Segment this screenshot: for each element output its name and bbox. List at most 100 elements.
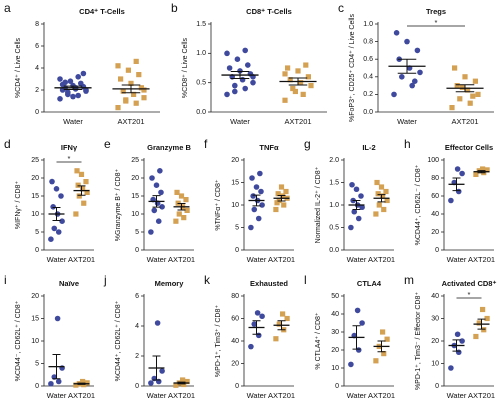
- data-point: [467, 100, 473, 106]
- y-tick-label: 0.8: [363, 38, 373, 45]
- data-point: [290, 85, 296, 92]
- data-point: [300, 91, 306, 97]
- y-tick-label: 60: [431, 193, 439, 200]
- data-point: [133, 100, 139, 106]
- data-point: [70, 93, 76, 100]
- data-point: [54, 315, 61, 322]
- y-tick-label: 15: [31, 193, 39, 200]
- x-tick-label: Water: [447, 255, 467, 264]
- panel-title: Exhausted: [250, 279, 288, 288]
- data-point: [159, 368, 165, 374]
- data-point: [151, 207, 158, 214]
- y-tick-label: 4: [35, 65, 39, 72]
- data-point: [249, 175, 255, 181]
- data-point: [275, 191, 281, 197]
- data-point: [62, 79, 69, 86]
- x-tick-label: Water: [247, 391, 267, 400]
- data-point: [73, 211, 79, 217]
- data-point: [454, 83, 460, 89]
- significance-mark: *: [435, 18, 438, 27]
- data-point: [237, 68, 243, 74]
- data-point: [297, 80, 304, 86]
- data-point: [183, 197, 189, 203]
- y-tick-label: 0.0: [329, 247, 339, 254]
- panel-label: j: [103, 273, 107, 287]
- data-point: [257, 170, 263, 177]
- data-point: [75, 74, 81, 80]
- data-point: [232, 88, 238, 95]
- y-tick-label: 20: [431, 338, 439, 345]
- data-point: [292, 88, 299, 95]
- y-tick-label: 5: [235, 224, 239, 231]
- panel-title: IFNγ: [61, 143, 78, 152]
- data-point: [65, 91, 71, 98]
- data-point: [125, 67, 132, 73]
- y-tick-label: 20: [431, 229, 439, 236]
- panel: a CD4⁺ T-Cells %CD4⁺ / Live Cells 0 2 4 6 8 Wate…: [4, 1, 160, 126]
- data-point: [181, 381, 187, 388]
- data-point: [273, 336, 279, 342]
- data-point: [449, 105, 455, 111]
- y-tick-label: 50: [331, 293, 339, 300]
- data-point: [159, 204, 165, 210]
- y-tick-label: 0: [235, 383, 239, 390]
- y-tick-label: 2: [135, 353, 139, 360]
- data-point: [280, 311, 286, 317]
- y-tick-label: 10: [231, 202, 239, 209]
- error-bar: [177, 203, 186, 211]
- y-axis-label: %CD44⁺, CD62L⁻ / CD8⁺: [415, 164, 422, 245]
- data-point: [51, 225, 58, 232]
- data-point: [404, 38, 410, 45]
- panel-label: m: [404, 273, 414, 287]
- data-point: [154, 320, 161, 326]
- panel-title: IL-2: [362, 143, 375, 152]
- data-point: [459, 84, 466, 90]
- error-bar: [230, 71, 250, 80]
- data-point: [242, 47, 248, 54]
- panel-label: l: [304, 273, 307, 287]
- y-axis-label: %Granzyme B⁺ / CD8⁺: [115, 169, 122, 242]
- data-point: [48, 236, 54, 242]
- data-point: [141, 87, 147, 93]
- data-point: [123, 97, 129, 103]
- data-point: [73, 382, 79, 388]
- data-point: [375, 191, 381, 197]
- x-tick-label: Water: [47, 391, 67, 400]
- y-tick-label: 0: [335, 383, 339, 390]
- y-tick-label: 100: [427, 157, 439, 164]
- panel-title: Memory: [155, 279, 185, 288]
- x-tick-label: AXT201: [117, 117, 144, 126]
- error-bar: [352, 325, 361, 350]
- y-tick-label: 20: [131, 175, 139, 182]
- panel: k Exhausted %PD-1⁺, Tim3⁺ / CD8⁺ 0 20 40 60 80 W…: [204, 273, 295, 400]
- data-point: [354, 307, 361, 314]
- data-point: [232, 82, 238, 89]
- y-tick-label: 0.4: [363, 74, 373, 81]
- data-point: [283, 188, 289, 195]
- x-tick-label: AXT201: [468, 255, 495, 264]
- y-tick-label: 5: [135, 229, 139, 236]
- data-point: [181, 215, 187, 221]
- x-tick-label: Water: [447, 391, 467, 400]
- panel: m Activated CD8⁺ %PD-1⁺, Tim3⁻ / Effector …: [404, 273, 496, 400]
- data-point: [254, 310, 261, 316]
- y-tick-label: 0.2: [363, 91, 373, 98]
- data-point: [224, 50, 230, 57]
- data-point: [141, 95, 147, 101]
- y-axis-label: %TNFα⁺ / CD8⁺: [215, 179, 222, 230]
- error-bar: [177, 381, 186, 385]
- error-bar: [452, 339, 461, 352]
- data-point: [80, 378, 86, 385]
- panel: l CTLA4 % CTLA4⁺ / CD8⁺ 0 10 20 30 40 50 Water AXT…: [304, 273, 395, 400]
- panel-title: Naïve: [59, 279, 79, 288]
- data-point: [158, 189, 164, 196]
- x-tick-label: AXT201: [168, 391, 195, 400]
- error-bar: [252, 194, 261, 207]
- x-tick-label: AXT201: [268, 391, 295, 400]
- data-point: [253, 184, 260, 190]
- data-point: [78, 171, 85, 177]
- data-point: [133, 58, 139, 64]
- data-point: [393, 30, 400, 36]
- data-point: [248, 224, 254, 231]
